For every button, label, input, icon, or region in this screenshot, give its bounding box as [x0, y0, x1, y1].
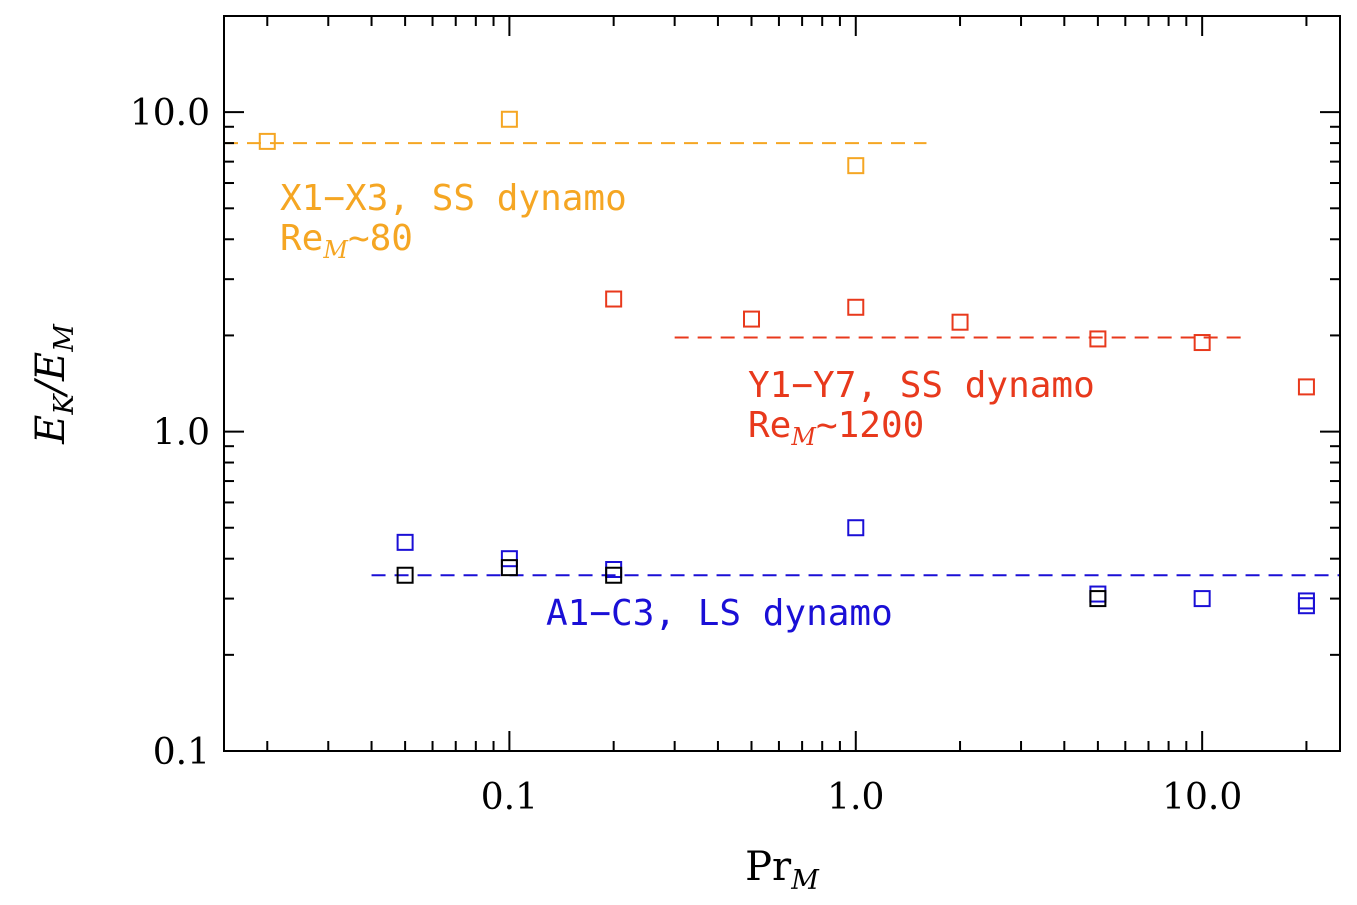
data-point-series-0: [258, 132, 276, 150]
data-markers: [258, 110, 1315, 615]
annotation-y-series-line1: Y1−Y7, SS dynamo: [748, 365, 1095, 406]
data-point-series-2: [500, 550, 518, 568]
x-tick-label: 1.0: [827, 777, 884, 818]
data-point-series-3: [1089, 590, 1107, 608]
data-point-series-2: [1193, 590, 1211, 608]
annotation-y-tail: ~1200: [816, 405, 924, 446]
data-point-series-1: [847, 298, 865, 316]
tick-labels: 0.1 1.0 10.0 0.1 1.0 10.0: [130, 93, 1242, 818]
data-point-series-0: [500, 110, 518, 128]
y-tick-label: 0.1: [153, 732, 210, 773]
y-axis-title-mid: /E: [28, 352, 74, 399]
data-point-series-1: [743, 310, 761, 328]
annotation-x-series-line2: ReM~80: [280, 218, 413, 264]
y-axis-title-sub2: M: [49, 323, 80, 353]
x-axis-title: PrM: [745, 844, 820, 896]
data-point-series-2: [1297, 592, 1315, 610]
data-point-series-1: [1297, 378, 1315, 396]
y-tick-label: 10.0: [130, 93, 210, 134]
reference-lines: [224, 142, 1340, 577]
annotation-x-re: Re: [280, 218, 323, 259]
x-tick-label: 10.0: [1162, 777, 1242, 818]
y-axis-title: EK/EM: [28, 323, 80, 445]
data-point-series-2: [847, 519, 865, 537]
data-point-series-3: [605, 566, 623, 584]
data-point-series-1: [605, 290, 623, 308]
data-point-series-3: [500, 559, 518, 577]
x-axis-title-main: Pr: [745, 844, 792, 890]
x-tick-label: 0.1: [481, 777, 538, 818]
annotation-y-sub: M: [790, 423, 817, 451]
data-point-series-2: [396, 533, 414, 551]
annotation-x-tail: ~80: [348, 218, 413, 259]
axis-ticks: [224, 15, 1340, 752]
data-point-series-0: [847, 157, 865, 175]
data-point-series-2: [1297, 597, 1315, 615]
annotation-y-series-line2: ReM~1200: [748, 405, 924, 451]
data-point-series-1: [1089, 330, 1107, 348]
annotation-ls-series: A1−C3, LS dynamo: [546, 593, 893, 634]
data-point-series-1: [951, 313, 969, 331]
y-axis-title-e1: E: [28, 415, 74, 445]
x-axis-title-sub: M: [790, 865, 820, 896]
data-point-series-3: [396, 566, 414, 584]
data-point-series-1: [1193, 334, 1211, 352]
data-point-series-2: [1089, 585, 1107, 603]
plot-frame: [223, 15, 1341, 752]
y-axis-title-sub1: K: [49, 393, 80, 416]
annotation-x-sub: M: [322, 236, 349, 264]
y-tick-label: 1.0: [153, 413, 210, 454]
annotation-y-re: Re: [748, 405, 791, 446]
annotation-x-series-line1: X1−X3, SS dynamo: [280, 178, 627, 219]
